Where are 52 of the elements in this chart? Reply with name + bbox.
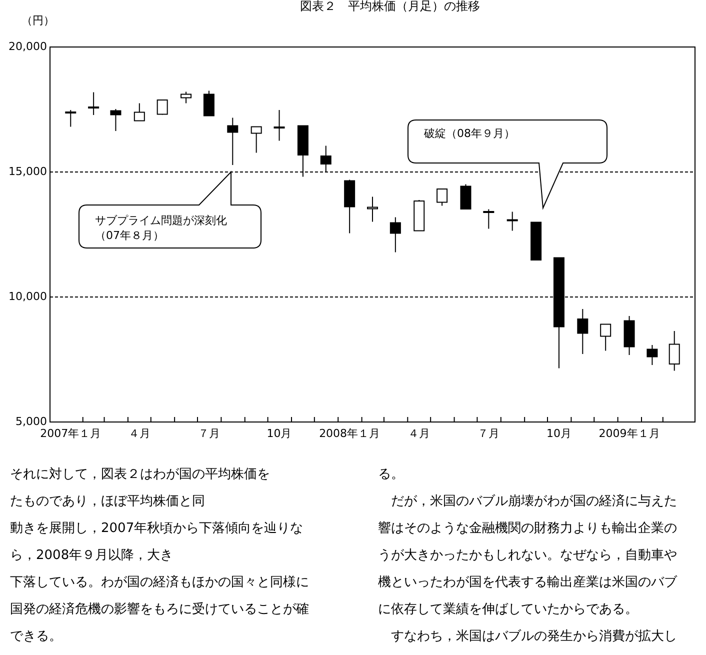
- candlestick: [460, 184, 472, 210]
- annotation: 破綻（08年９月）: [423, 127, 515, 140]
- text: 国発の経済危機の影響をもろに受けていることが確: [10, 601, 309, 617]
- text: ら，2008年９月以降，大き: [10, 548, 174, 563]
- x-tick-label: 2009年１月: [598, 427, 660, 440]
- candlestick: [390, 216, 401, 253]
- candlestick: [180, 91, 192, 104]
- y-tick-label: 5,000: [16, 415, 47, 428]
- candlestick: [506, 211, 518, 232]
- x-tick-label: ７月: [478, 427, 500, 440]
- text: 響はそのような金融機関の財務力よりも輸出企業の: [378, 521, 677, 536]
- text: 動きを展開し，2007年秋頃から下落傾向を辿りな: [10, 521, 304, 536]
- text: だが，米国のバブル崩壊がわが国の経済に与えた: [378, 493, 677, 509]
- x-tick-label: 10月: [546, 427, 572, 440]
- x-tick-label: 10月: [266, 427, 292, 440]
- candlestick: [577, 308, 588, 354]
- text: 下落している。わが国の経済もほかの国々と同様に: [10, 574, 309, 590]
- x-tick-label: ７月: [198, 427, 220, 440]
- chart-title: 図表２ 平均株価（月足）の推移: [300, 0, 480, 13]
- candlestick: [250, 126, 262, 154]
- text: る。: [378, 467, 404, 482]
- candlestick: [646, 344, 658, 366]
- candlestick: [483, 208, 494, 230]
- candlestick: [65, 110, 76, 128]
- candlestick: [88, 92, 100, 116]
- candlestick: [367, 196, 378, 222]
- candlestick: [227, 117, 238, 166]
- candlestick: [668, 330, 680, 372]
- text: 機といったわが国を代表する輸出産業は米国のバブ: [378, 574, 678, 590]
- text: できる。: [10, 629, 62, 644]
- x-tick-label: 2008年１月: [319, 427, 380, 440]
- candlestick: [274, 110, 285, 142]
- x-tick-label: ４月: [408, 427, 430, 440]
- text: うが大きかったかもしれない。なぜなら，自動車や: [378, 548, 677, 563]
- annotation: サブプライム問題が深刻化: [95, 214, 227, 227]
- x-tick-label: 2007年１月: [40, 427, 102, 440]
- candlestick: [134, 102, 145, 122]
- text: それに対して，図表２はわが国の平均株価を: [10, 466, 270, 482]
- candlestick: [203, 90, 214, 116]
- annotation: （07年８月）: [95, 229, 164, 242]
- candlestick: [600, 324, 612, 352]
- y-tick-label: 20,000: [8, 40, 47, 54]
- x-tick-label: ４月: [128, 427, 150, 440]
- y-axis-title: （円）: [22, 14, 54, 27]
- text: に依存して業績を伸ばしていたからである。: [378, 602, 638, 617]
- candlestick: [110, 108, 122, 132]
- y-tick-label: 15,000: [8, 165, 47, 178]
- text: たものであり，ほぼ平均株価と同: [10, 494, 205, 509]
- y-tick-label: 10,000: [8, 290, 47, 304]
- text: すなわち，米国はバブルの発生から消費が拡大し: [378, 629, 677, 644]
- candlestick: [436, 188, 448, 206]
- candlestick: [156, 99, 168, 116]
